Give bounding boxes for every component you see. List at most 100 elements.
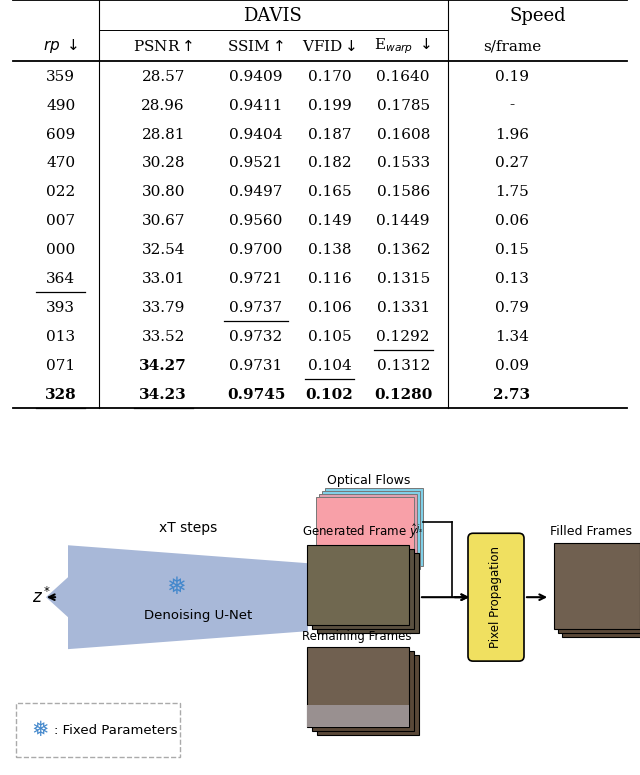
Text: 0.9731: 0.9731 <box>229 359 283 373</box>
Text: -: - <box>509 98 515 112</box>
Text: Optical Flows: Optical Flows <box>327 474 411 487</box>
Text: 328: 328 <box>45 388 77 402</box>
Text: $z^*$: $z^*$ <box>33 587 52 608</box>
Text: 0.09: 0.09 <box>495 359 529 373</box>
Text: 0.1608: 0.1608 <box>376 128 430 142</box>
Text: 609: 609 <box>46 128 76 142</box>
Text: 0.106: 0.106 <box>308 301 351 315</box>
Bar <box>558 547 640 633</box>
Text: 0.102: 0.102 <box>306 388 353 402</box>
Text: Filled Frames: Filled Frames <box>550 525 632 539</box>
Text: 34.23: 34.23 <box>140 388 187 402</box>
Text: 013: 013 <box>46 330 76 344</box>
Text: 28.57: 28.57 <box>141 70 185 84</box>
Text: 0.182: 0.182 <box>308 157 351 170</box>
Bar <box>325 488 423 567</box>
Text: 33.01: 33.01 <box>141 272 185 286</box>
Bar <box>317 553 419 633</box>
Text: 0.1312: 0.1312 <box>376 359 430 373</box>
Text: 0.1586: 0.1586 <box>376 185 430 199</box>
Text: 0.1331: 0.1331 <box>376 301 430 315</box>
Text: 0.170: 0.170 <box>308 70 351 84</box>
Text: xT steps: xT steps <box>159 522 217 536</box>
Text: DAVIS: DAVIS <box>243 7 301 25</box>
Text: 30.28: 30.28 <box>141 157 185 170</box>
Text: SSIM$\uparrow$: SSIM$\uparrow$ <box>227 39 285 53</box>
Text: 0.19: 0.19 <box>495 70 529 84</box>
Text: 30.80: 30.80 <box>141 185 185 199</box>
Text: 470: 470 <box>46 157 76 170</box>
Text: 0.9700: 0.9700 <box>229 243 283 257</box>
Text: 0.9732: 0.9732 <box>229 330 283 344</box>
Text: 1.34: 1.34 <box>495 330 529 344</box>
Text: 0.1292: 0.1292 <box>376 330 430 344</box>
Text: 0.9560: 0.9560 <box>229 215 283 229</box>
Text: 007: 007 <box>46 215 76 229</box>
Text: 0.27: 0.27 <box>495 157 529 170</box>
Text: 32.54: 32.54 <box>141 243 185 257</box>
Text: 0.1449: 0.1449 <box>376 215 430 229</box>
Bar <box>319 494 417 572</box>
Bar <box>312 651 414 731</box>
Text: 0.9745: 0.9745 <box>227 388 285 402</box>
Text: 490: 490 <box>46 98 76 112</box>
Text: 0.105: 0.105 <box>308 330 351 344</box>
Text: 0.9404: 0.9404 <box>229 128 283 142</box>
Text: 33.79: 33.79 <box>141 301 185 315</box>
Text: 0.9409: 0.9409 <box>229 70 283 84</box>
Text: 0.165: 0.165 <box>308 185 351 199</box>
Text: $\mathit{rp}$ $\downarrow$: $\mathit{rp}$ $\downarrow$ <box>43 37 79 55</box>
Text: 0.199: 0.199 <box>308 98 351 112</box>
Bar <box>307 647 409 727</box>
Text: Remaining Frames: Remaining Frames <box>302 630 412 643</box>
Text: 364: 364 <box>46 272 76 286</box>
Text: 0.1533: 0.1533 <box>376 157 430 170</box>
Text: 1.96: 1.96 <box>495 128 529 142</box>
Text: 0.9497: 0.9497 <box>229 185 283 199</box>
Text: 0.1315: 0.1315 <box>376 272 430 286</box>
Text: s/frame: s/frame <box>483 40 541 53</box>
Text: 33.52: 33.52 <box>141 330 185 344</box>
Text: 28.96: 28.96 <box>141 98 185 112</box>
Text: 1.75: 1.75 <box>495 185 529 199</box>
Text: : Fixed Parameters: : Fixed Parameters <box>54 724 177 736</box>
Text: VFID$\downarrow$: VFID$\downarrow$ <box>302 39 357 53</box>
Bar <box>307 705 409 727</box>
Text: Generated Frame $\hat{y}^{j_s}$: Generated Frame $\hat{y}^{j_s}$ <box>302 522 424 541</box>
Text: ❅: ❅ <box>31 720 49 740</box>
Text: 0.104: 0.104 <box>308 359 351 373</box>
Bar <box>312 549 414 629</box>
Text: 0.15: 0.15 <box>495 243 529 257</box>
Text: 0.187: 0.187 <box>308 128 351 142</box>
Text: 0.1280: 0.1280 <box>374 388 433 402</box>
Polygon shape <box>46 546 330 649</box>
FancyBboxPatch shape <box>468 533 524 661</box>
Text: ❅: ❅ <box>166 575 186 599</box>
Bar <box>554 543 640 629</box>
Text: 0.1785: 0.1785 <box>376 98 430 112</box>
Text: E$_{\mathit{warp}}$ $\downarrow$: E$_{\mathit{warp}}$ $\downarrow$ <box>374 36 432 56</box>
Text: 0.9521: 0.9521 <box>229 157 283 170</box>
FancyBboxPatch shape <box>16 703 180 757</box>
Text: 0.9721: 0.9721 <box>229 272 283 286</box>
Text: 0.79: 0.79 <box>495 301 529 315</box>
Text: 071: 071 <box>46 359 76 373</box>
Text: 0.9411: 0.9411 <box>229 98 283 112</box>
Bar <box>307 546 409 625</box>
Text: 393: 393 <box>46 301 76 315</box>
Text: 0.1362: 0.1362 <box>376 243 430 257</box>
Text: 000: 000 <box>46 243 76 257</box>
Text: 0.9737: 0.9737 <box>229 301 283 315</box>
Text: 0.13: 0.13 <box>495 272 529 286</box>
Text: 0.116: 0.116 <box>308 272 351 286</box>
Text: Speed: Speed <box>509 7 566 25</box>
Text: 0.1640: 0.1640 <box>376 70 430 84</box>
Text: 359: 359 <box>46 70 76 84</box>
Text: 0.06: 0.06 <box>495 215 529 229</box>
Text: 0.149: 0.149 <box>308 215 351 229</box>
Text: 28.81: 28.81 <box>141 128 185 142</box>
Bar <box>562 551 640 637</box>
Text: 34.27: 34.27 <box>140 359 187 373</box>
Text: 30.67: 30.67 <box>141 215 185 229</box>
Text: 022: 022 <box>46 185 76 199</box>
